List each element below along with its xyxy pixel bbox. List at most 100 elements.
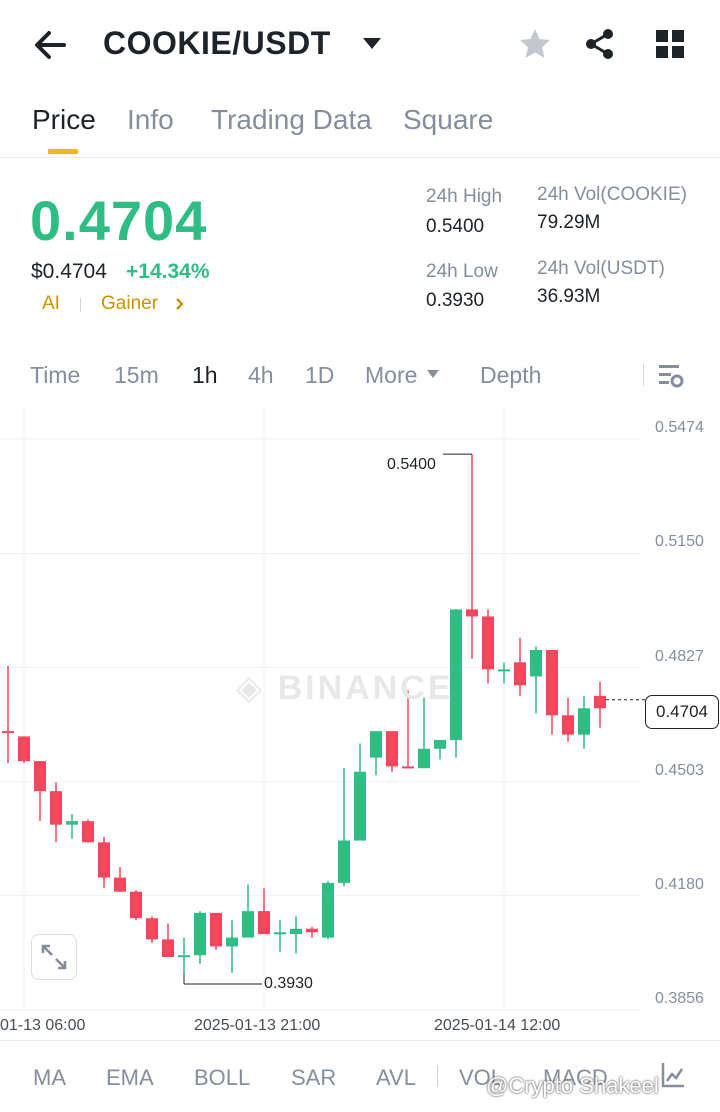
timeframe-15m[interactable]: 15m — [114, 362, 159, 388]
timeframe-depth[interactable]: Depth — [480, 362, 542, 388]
extreme-markers — [183, 453, 645, 985]
candle-body — [178, 955, 190, 958]
candlestick-chart[interactable] — [0, 405, 720, 1040]
indicator-avl[interactable]: AVL — [376, 1065, 416, 1090]
favorite-star-icon[interactable] — [517, 26, 553, 62]
candle-body — [98, 842, 110, 878]
tag-gainer[interactable]: Gainer — [101, 293, 159, 314]
indicator-sar[interactable]: SAR — [291, 1065, 337, 1090]
candle-body — [130, 891, 142, 919]
candle-body — [306, 928, 318, 933]
usd-price: $0.4704 — [31, 260, 107, 283]
candle-body — [482, 616, 494, 670]
low-marker-label: 0.3930 — [264, 975, 313, 992]
candle-body — [114, 877, 126, 892]
timeframe-4h[interactable]: 4h — [248, 362, 274, 388]
candle-body — [210, 912, 222, 947]
high-label: 24h High — [426, 186, 503, 207]
more-caret-icon[interactable] — [426, 369, 440, 379]
indicator-ma[interactable]: MA — [33, 1065, 66, 1090]
binance-watermark-text: BINANCE — [277, 669, 454, 707]
indicator-vol[interactable]: VOL — [459, 1065, 504, 1090]
candle-body — [450, 609, 462, 740]
current-price-tag: 0.4704 — [645, 695, 719, 729]
timeframe-1h[interactable]: 1h — [192, 362, 218, 388]
high-marker-label: 0.5400 — [387, 456, 436, 473]
candle-body — [578, 708, 590, 735]
timeframe-1d[interactable]: 1D — [305, 362, 335, 388]
candle-body — [162, 939, 174, 958]
candle-body — [66, 821, 78, 825]
indicator-divider — [437, 1065, 438, 1087]
back-arrow-icon[interactable] — [30, 26, 70, 64]
candle-body — [50, 791, 62, 825]
y-tick-label: 0.5474 — [655, 419, 704, 436]
candle-body — [34, 761, 46, 792]
indicator-ema[interactable]: EMA — [106, 1065, 154, 1090]
x-tick-label: 01-13 06:00 — [0, 1017, 86, 1034]
tab-trading-data[interactable]: Trading Data — [211, 104, 372, 135]
candle-body — [530, 649, 542, 677]
tab-price[interactable]: Price — [32, 104, 96, 135]
candle-body — [274, 932, 286, 935]
indicator-macd[interactable]: MACD — [543, 1065, 608, 1090]
candle-body — [514, 662, 526, 686]
vol-quote-value: 36.93M — [537, 286, 601, 307]
tab-info[interactable]: Info — [127, 104, 174, 135]
candle-body — [242, 911, 254, 938]
x-tick-label: 2025-01-14 12:00 — [434, 1017, 561, 1034]
y-tick-label: 0.4503 — [655, 762, 704, 779]
pair-title[interactable]: COOKIE/USDT — [103, 25, 331, 61]
candle-body — [194, 912, 206, 956]
y-tick-label: 0.3856 — [655, 990, 704, 1007]
high-value: 0.5400 — [426, 216, 485, 237]
low-value: 0.3930 — [426, 290, 485, 311]
y-tick-label: 0.4827 — [655, 648, 704, 665]
candle-body — [18, 736, 30, 762]
main-tabs: Price Info Trading Data Square — [0, 95, 720, 158]
candle-series — [2, 454, 606, 973]
timeframe-time[interactable]: Time — [30, 362, 81, 388]
top-bar: COOKIE/USDT — [0, 0, 720, 90]
candle-body — [354, 771, 366, 841]
vol-base-value: 79.29M — [537, 212, 601, 233]
vol-quote-label: 24h Vol(USDT) — [537, 258, 665, 279]
dropdown-caret-icon[interactable] — [362, 37, 382, 51]
candle-body — [2, 731, 14, 734]
toolbar-divider — [643, 364, 644, 386]
indicator-settings-icon[interactable] — [660, 1061, 686, 1089]
share-icon[interactable] — [582, 26, 618, 62]
fullscreen-button[interactable] — [31, 934, 77, 980]
binance-logo-icon: ◈ — [236, 669, 266, 707]
expand-icon — [41, 944, 67, 970]
candle-body — [562, 715, 574, 735]
binance-watermark: ◈ BINANCE — [236, 668, 454, 708]
candle-body — [322, 882, 334, 938]
tab-square[interactable]: Square — [403, 104, 494, 135]
grid-menu-icon[interactable] — [654, 28, 686, 60]
candle-body — [434, 739, 446, 749]
x-tick-label: 2025-01-13 21:00 — [194, 1017, 321, 1034]
indicator-bar: MA EMA BOLL SAR AVL VOL MACD — [0, 1040, 720, 1112]
low-label: 24h Low — [426, 261, 498, 282]
candle-body — [338, 840, 350, 883]
candle-body — [226, 937, 238, 947]
candle-body — [386, 731, 398, 767]
candle-body — [146, 918, 158, 940]
candle-body — [402, 766, 414, 769]
candle-body — [370, 731, 382, 758]
timeframe-more[interactable]: More — [365, 362, 418, 388]
candle-body — [594, 695, 606, 709]
indicator-boll[interactable]: BOLL — [194, 1065, 251, 1090]
price-change-percent: +14.34% — [126, 260, 210, 283]
chevron-right-icon[interactable] — [175, 297, 185, 311]
candle-body — [546, 649, 558, 716]
chart-settings-icon[interactable] — [656, 361, 686, 391]
tag-divider — [80, 298, 81, 312]
candle-body — [290, 928, 302, 935]
active-tab-indicator — [48, 149, 78, 154]
tag-ai[interactable]: AI — [42, 293, 60, 314]
candle-body — [498, 669, 510, 672]
candle-body — [82, 821, 94, 843]
candle-body — [466, 609, 478, 617]
